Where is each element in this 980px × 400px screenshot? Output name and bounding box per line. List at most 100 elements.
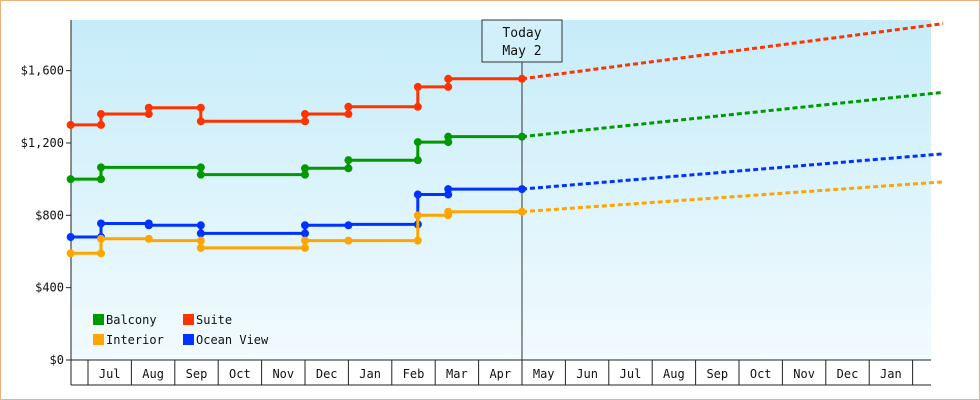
x-tick-label: Oct — [750, 367, 772, 381]
x-tick-label: Aug — [142, 367, 164, 381]
data-point-suite — [444, 74, 453, 83]
x-tick-label: Sep — [186, 367, 208, 381]
x-tick-label: Apr — [489, 367, 511, 381]
forecast-line-suite — [521, 22, 944, 81]
data-point-interior — [196, 236, 205, 245]
data-point-ocean-view — [301, 229, 309, 238]
data-point-interior — [144, 234, 153, 243]
today-marker: Today May 2 — [481, 19, 563, 360]
legend-label-interior: Interior — [106, 333, 164, 347]
x-tick-label: Nov — [272, 367, 294, 381]
legend-swatch-ocean-view — [183, 334, 194, 345]
data-point-interior — [97, 234, 106, 243]
x-tick-label: Dec — [316, 367, 338, 381]
legend: Balcony Suite Interior Ocean View — [93, 313, 269, 347]
data-point-suite — [344, 110, 353, 119]
data-point-balcony — [66, 175, 75, 184]
series-line-ocean-view — [70, 187, 522, 239]
data-point-balcony — [301, 164, 309, 173]
x-axis: Jul Aug Sep Oct Nov Dec Jan Feb Mar Apr May Jun Jul A… — [70, 359, 931, 386]
y-tick-label: $1,200 — [21, 136, 64, 150]
data-point-ocean-view — [518, 185, 526, 194]
data-point-interior — [344, 236, 353, 245]
data-point-balcony — [344, 164, 353, 173]
data-point-suite — [66, 120, 75, 129]
data-point-interior — [413, 236, 422, 245]
x-tick-label: Jul — [620, 367, 642, 381]
series-line-balcony — [70, 135, 522, 181]
today-date: May 2 — [502, 44, 541, 59]
data-point-interior — [444, 207, 453, 216]
data-point-ocean-view — [196, 229, 205, 238]
data-point-balcony — [196, 170, 205, 179]
data-point-suite — [413, 102, 422, 111]
x-tick-label: Sep — [706, 367, 728, 381]
x-tick-label: Jun — [576, 367, 598, 381]
data-point-suite — [301, 110, 309, 119]
y-tick-label: $0 — [50, 353, 64, 367]
data-point-balcony — [413, 138, 422, 147]
today-label-box — [481, 19, 563, 63]
legend-swatch-suite — [183, 314, 194, 325]
data-point-interior — [97, 249, 106, 258]
data-point-balcony — [97, 163, 106, 172]
data-point-suite — [413, 82, 422, 91]
y-tick-label: $800 — [35, 208, 64, 222]
legend-swatch-balcony — [93, 314, 104, 325]
data-point-balcony — [196, 163, 205, 172]
data-point-interior — [196, 243, 205, 252]
legend-label-balcony: Balcony — [106, 313, 157, 327]
y-tick-label: $400 — [35, 281, 64, 295]
data-point-suite — [144, 110, 153, 119]
forecast-line-ocean-view — [521, 152, 944, 191]
data-point-suite — [196, 117, 205, 126]
data-point-interior — [66, 249, 75, 258]
data-point-balcony — [301, 170, 309, 179]
data-point-suite — [97, 120, 106, 129]
data-point-ocean-view — [444, 185, 453, 194]
data-point-balcony — [97, 175, 106, 184]
x-tick-label: Jul — [99, 367, 121, 381]
y-tick-label: $1,600 — [21, 64, 64, 78]
series-layer — [66, 22, 944, 258]
data-point-balcony — [344, 156, 353, 165]
data-point-ocean-view — [196, 221, 205, 230]
x-tick-label: Dec — [837, 367, 859, 381]
x-tick-label: Aug — [663, 367, 685, 381]
today-label: Today — [502, 26, 541, 41]
data-point-balcony — [444, 132, 453, 141]
data-point-ocean-view — [301, 221, 309, 230]
data-point-suite — [518, 74, 526, 83]
x-tick-label: Mar — [446, 367, 468, 381]
data-point-ocean-view — [413, 190, 422, 199]
legend-label-ocean-view: Ocean View — [196, 333, 269, 347]
data-point-interior — [301, 243, 309, 252]
data-point-balcony — [413, 156, 422, 165]
data-point-suite — [344, 102, 353, 111]
data-point-ocean-view — [66, 233, 75, 242]
x-tick-label: Jan — [359, 367, 381, 381]
forecast-line-balcony — [521, 90, 944, 139]
data-point-suite — [196, 103, 205, 112]
data-point-suite — [144, 103, 153, 112]
x-tick-label: Jan — [880, 367, 902, 381]
x-tick-label: May — [533, 367, 555, 381]
x-tick-label: Feb — [403, 367, 425, 381]
data-point-interior — [413, 211, 422, 220]
data-point-suite — [444, 82, 453, 91]
data-point-suite — [97, 110, 106, 119]
x-tick-label: Nov — [793, 367, 815, 381]
forecast-line-interior — [521, 180, 944, 214]
x-tick-label: Oct — [229, 367, 251, 381]
data-point-interior — [301, 236, 309, 245]
data-point-ocean-view — [97, 219, 106, 228]
legend-swatch-interior — [93, 334, 104, 345]
data-point-ocean-view — [344, 221, 353, 230]
data-point-ocean-view — [144, 221, 153, 230]
legend-label-suite: Suite — [196, 313, 232, 327]
data-point-balcony — [518, 132, 526, 141]
data-point-suite — [301, 117, 309, 126]
data-point-interior — [518, 207, 526, 216]
y-axis: $0 $400 $800 $1,200 $1,600 — [21, 20, 72, 367]
